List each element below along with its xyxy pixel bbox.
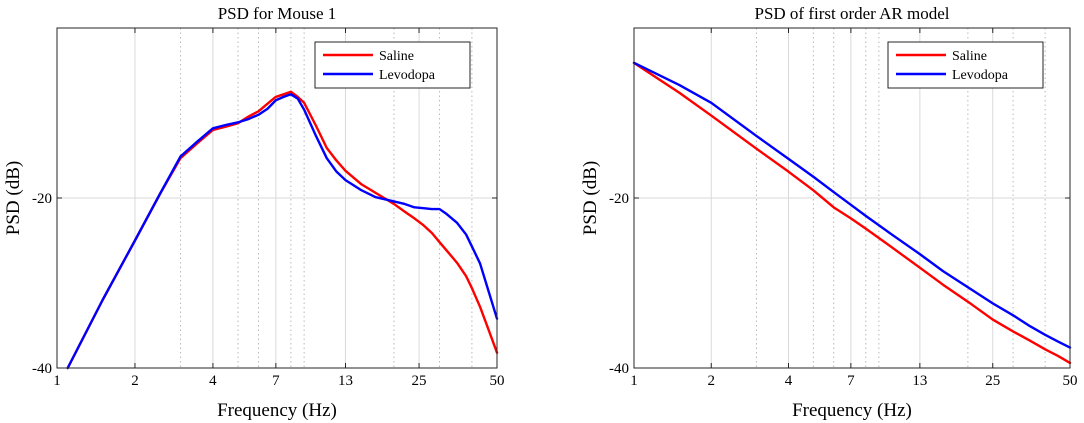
x-tick-label: 13 (912, 373, 927, 389)
y-axis-label: PSD (dB) (580, 161, 601, 235)
x-tick-label: 4 (785, 373, 793, 389)
series-line-levodopa (632, 61, 1072, 349)
legend-box (314, 41, 471, 89)
x-tick-label: 2 (131, 373, 139, 389)
chart-title: PSD of first order AR model (754, 4, 949, 23)
x-tick-label: 7 (272, 373, 280, 389)
legend-label-saline: Saline (379, 49, 414, 64)
series-line-saline (632, 61, 1072, 365)
y-axis-label: PSD (dB) (3, 161, 24, 235)
x-tick-label: 50 (490, 373, 505, 389)
chart-title: PSD for Mouse 1 (218, 4, 337, 23)
legend: Saline Levodopa (314, 41, 471, 89)
legend-label-levodopa: Levodopa (952, 68, 1009, 83)
y-tick-label: -40 (32, 361, 52, 377)
x-tick-label: 1 (53, 373, 61, 389)
chart-panel-psd-ar-model: 1 2 4 7 13 25 50 -40 -20 PSD of first order AR mo… (580, 4, 1078, 421)
legend: Saline Levodopa (887, 41, 1044, 89)
x-axis-label: Frequency (Hz) (217, 400, 337, 421)
x-tick-label: 1 (630, 373, 638, 389)
series-line-levodopa (66, 93, 499, 370)
x-tick-label: 7 (847, 373, 855, 389)
legend-box (887, 41, 1044, 89)
y-tick-label: -20 (32, 191, 52, 207)
series-line-saline (66, 90, 499, 370)
x-tick-label: 50 (1063, 373, 1078, 389)
y-tick-label: -40 (609, 361, 629, 377)
x-tick-label: 2 (708, 373, 716, 389)
chart-panel-psd-mouse-1: 1 2 4 7 13 25 50 -40 -20 PSD for Mouse 1 Frequency… (3, 4, 505, 421)
y-tick-label: -20 (609, 191, 629, 207)
x-tick-label: 25 (985, 373, 1000, 389)
legend-label-levodopa: Levodopa (379, 68, 436, 83)
x-axis-label: Frequency (Hz) (792, 400, 912, 421)
legend-label-saline: Saline (952, 49, 987, 64)
x-tick-label: 13 (338, 373, 353, 389)
x-tick-label: 4 (209, 373, 217, 389)
x-tick-label: 25 (412, 373, 427, 389)
